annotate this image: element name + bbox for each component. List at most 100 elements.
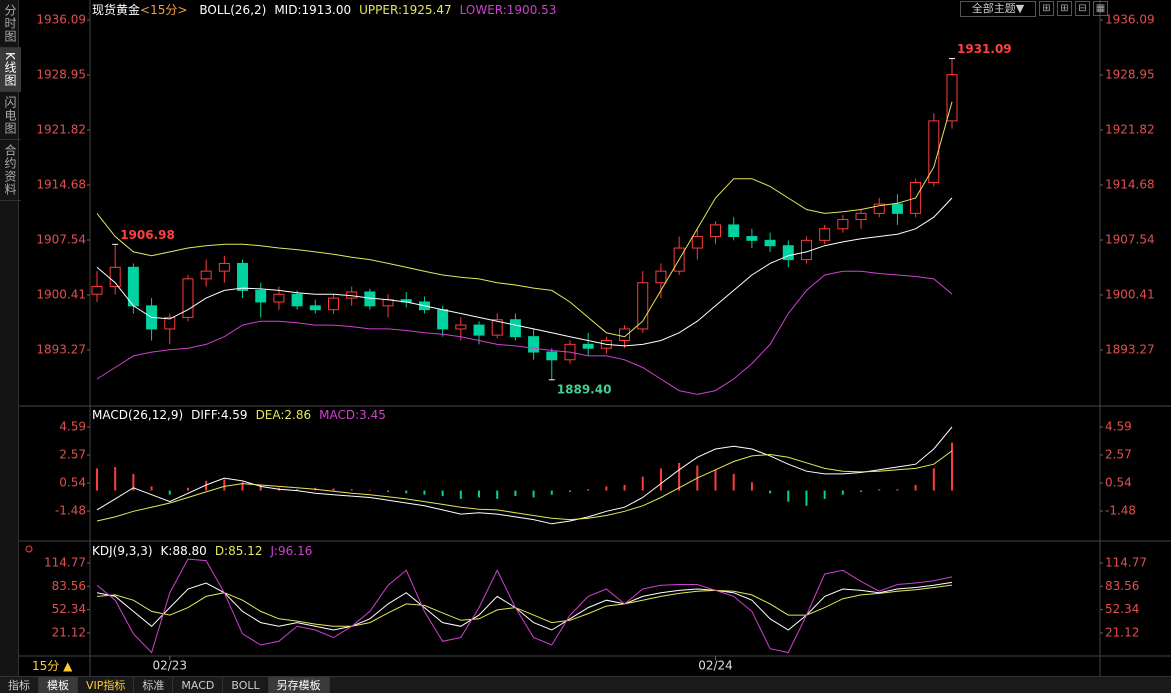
- instrument-title: 现货黄金: [92, 2, 140, 17]
- candle-body: [237, 262, 249, 291]
- indicator-line: [96, 197, 953, 347]
- candle-body: [255, 289, 267, 303]
- candle-body: [109, 266, 121, 288]
- candle-body: [200, 270, 212, 280]
- y-tick-label: 21.12: [1105, 625, 1139, 639]
- candle-body: [619, 328, 631, 342]
- icon-button[interactable]: ▦: [1093, 1, 1108, 16]
- y-tick-label: 114.77: [44, 555, 86, 569]
- bottom-tab[interactable]: 标准: [134, 677, 174, 693]
- candle-body: [800, 239, 812, 261]
- y-tick-label: 1914.68: [36, 178, 86, 192]
- candle-body: [182, 278, 194, 318]
- panel-header: 现货黄金<15分> BOLL(26,2) MID:1913.00 UPPER:1925…: [92, 2, 556, 17]
- legend-entry: DEA:2.86: [256, 408, 312, 422]
- y-tick-label: 1893.27: [36, 342, 86, 356]
- candle-body: [455, 324, 467, 330]
- candle-body: [491, 319, 503, 336]
- y-tick-label: -1.48: [55, 504, 86, 518]
- x-tick-label: 02/23: [152, 659, 187, 673]
- candle-body: [273, 293, 285, 303]
- candle-body: [327, 297, 339, 311]
- indicator-line: [96, 270, 953, 395]
- legend-entry: K:88.80: [161, 544, 207, 558]
- candle-body: [291, 293, 303, 307]
- side-tab[interactable]: 合约资料: [0, 140, 21, 201]
- icon-button[interactable]: ⊞: [1057, 1, 1072, 16]
- candle-body: [655, 270, 667, 284]
- bottom-tab[interactable]: VIP指标: [78, 677, 135, 693]
- y-tick-label: 4.59: [1105, 419, 1132, 433]
- candle-body: [728, 224, 740, 237]
- legend-entry: D:85.12: [215, 544, 263, 558]
- y-tick-label: 1921.82: [36, 122, 86, 136]
- y-tick-label: -1.48: [1105, 504, 1136, 518]
- chart: 02/23 02/24 1936.09 1936.09 1928.95 1928.95 19…: [18, 0, 1171, 676]
- bottom-tab[interactable]: 另存模板: [268, 677, 330, 693]
- panel-header: MACD(26,12,9) DIFF:4.59 DEA:2.86 MACD:3.45: [92, 408, 386, 422]
- y-tick-label: 2.57: [59, 447, 86, 461]
- y-tick-label: 0.54: [59, 476, 86, 490]
- candle-body: [582, 343, 594, 349]
- indicator-line: [96, 558, 953, 654]
- candle-body: [528, 336, 540, 353]
- candle-body: [309, 305, 321, 311]
- candle-body: [764, 239, 776, 247]
- y-tick-label: 1900.41: [36, 287, 86, 301]
- side-tabs: 分时图 K线图 闪电图 合约资料: [0, 0, 21, 676]
- indicator-line: [96, 426, 953, 525]
- bottom-tab[interactable]: BOLL: [223, 677, 269, 693]
- panel-header: KDJ(9,3,3) K:88.80 D:85.12 J:96.16: [92, 544, 312, 558]
- theme-selector[interactable]: 全部主题▼: [960, 1, 1036, 17]
- instrument-title: KDJ(9,3,3): [92, 544, 153, 558]
- theme-label: 全部主题: [971, 2, 1016, 15]
- legend-entry: DIFF:4.59: [191, 408, 247, 422]
- candle-body: [710, 224, 722, 237]
- indicator-line: [96, 584, 953, 627]
- candle-body: [437, 309, 449, 330]
- period-arrow: ▲: [59, 659, 73, 673]
- y-tick-label: 1900.41: [1105, 287, 1155, 301]
- y-tick-label: 2.57: [1105, 447, 1132, 461]
- candle-body: [691, 235, 703, 249]
- period-selector[interactable]: 15分 ▲: [20, 658, 88, 674]
- period-label: 15分: [32, 659, 60, 673]
- candle-body: [746, 235, 758, 241]
- candle-body: [91, 286, 103, 295]
- panel-icon: [25, 545, 33, 553]
- side-tab[interactable]: K线图: [0, 48, 21, 92]
- legend-entry: MID:1913.00: [274, 3, 351, 17]
- bottom-tab[interactable]: 模板: [39, 677, 78, 693]
- y-tick-label: 52.34: [1105, 602, 1139, 616]
- y-tick-label: 52.34: [52, 602, 86, 616]
- legend-entry: UPPER:1925.47: [359, 3, 451, 17]
- candle-body: [509, 319, 521, 338]
- annotation: 1931.09: [957, 42, 1012, 56]
- candle-body: [891, 203, 903, 214]
- candle-body: [164, 316, 176, 330]
- y-tick-label: 1907.54: [36, 233, 86, 247]
- y-tick-label: 1921.82: [1105, 122, 1155, 136]
- icon-button[interactable]: ⊞: [1039, 1, 1054, 16]
- y-tick-label: 1914.68: [1105, 178, 1155, 192]
- icon-button[interactable]: ⊟: [1075, 1, 1090, 16]
- candle-body: [473, 324, 485, 336]
- candle-body: [546, 351, 558, 361]
- legend-entry: J:96.16: [269, 544, 312, 558]
- bottom-tabs: 指标 模板 VIP指标 标准 MACD BOLL 另存模板: [0, 676, 1171, 693]
- candle-body: [819, 228, 831, 241]
- side-tab[interactable]: 分时图: [0, 0, 21, 48]
- bottom-tab[interactable]: MACD: [173, 677, 224, 693]
- indicator-label: BOLL(26,2): [199, 3, 266, 17]
- legend-entry: MACD:3.45: [319, 408, 386, 422]
- candle-body: [855, 212, 867, 221]
- y-tick-label: 114.77: [1105, 555, 1147, 569]
- indicator-line: [96, 101, 953, 338]
- y-tick-label: 1928.95: [1105, 68, 1155, 82]
- bottom-tab[interactable]: 指标: [0, 677, 39, 693]
- legend-entry: LOWER:1900.53: [460, 3, 557, 17]
- annotation: 1906.98: [120, 228, 175, 242]
- side-tab[interactable]: 闪电图: [0, 92, 21, 140]
- candle-body: [946, 74, 958, 122]
